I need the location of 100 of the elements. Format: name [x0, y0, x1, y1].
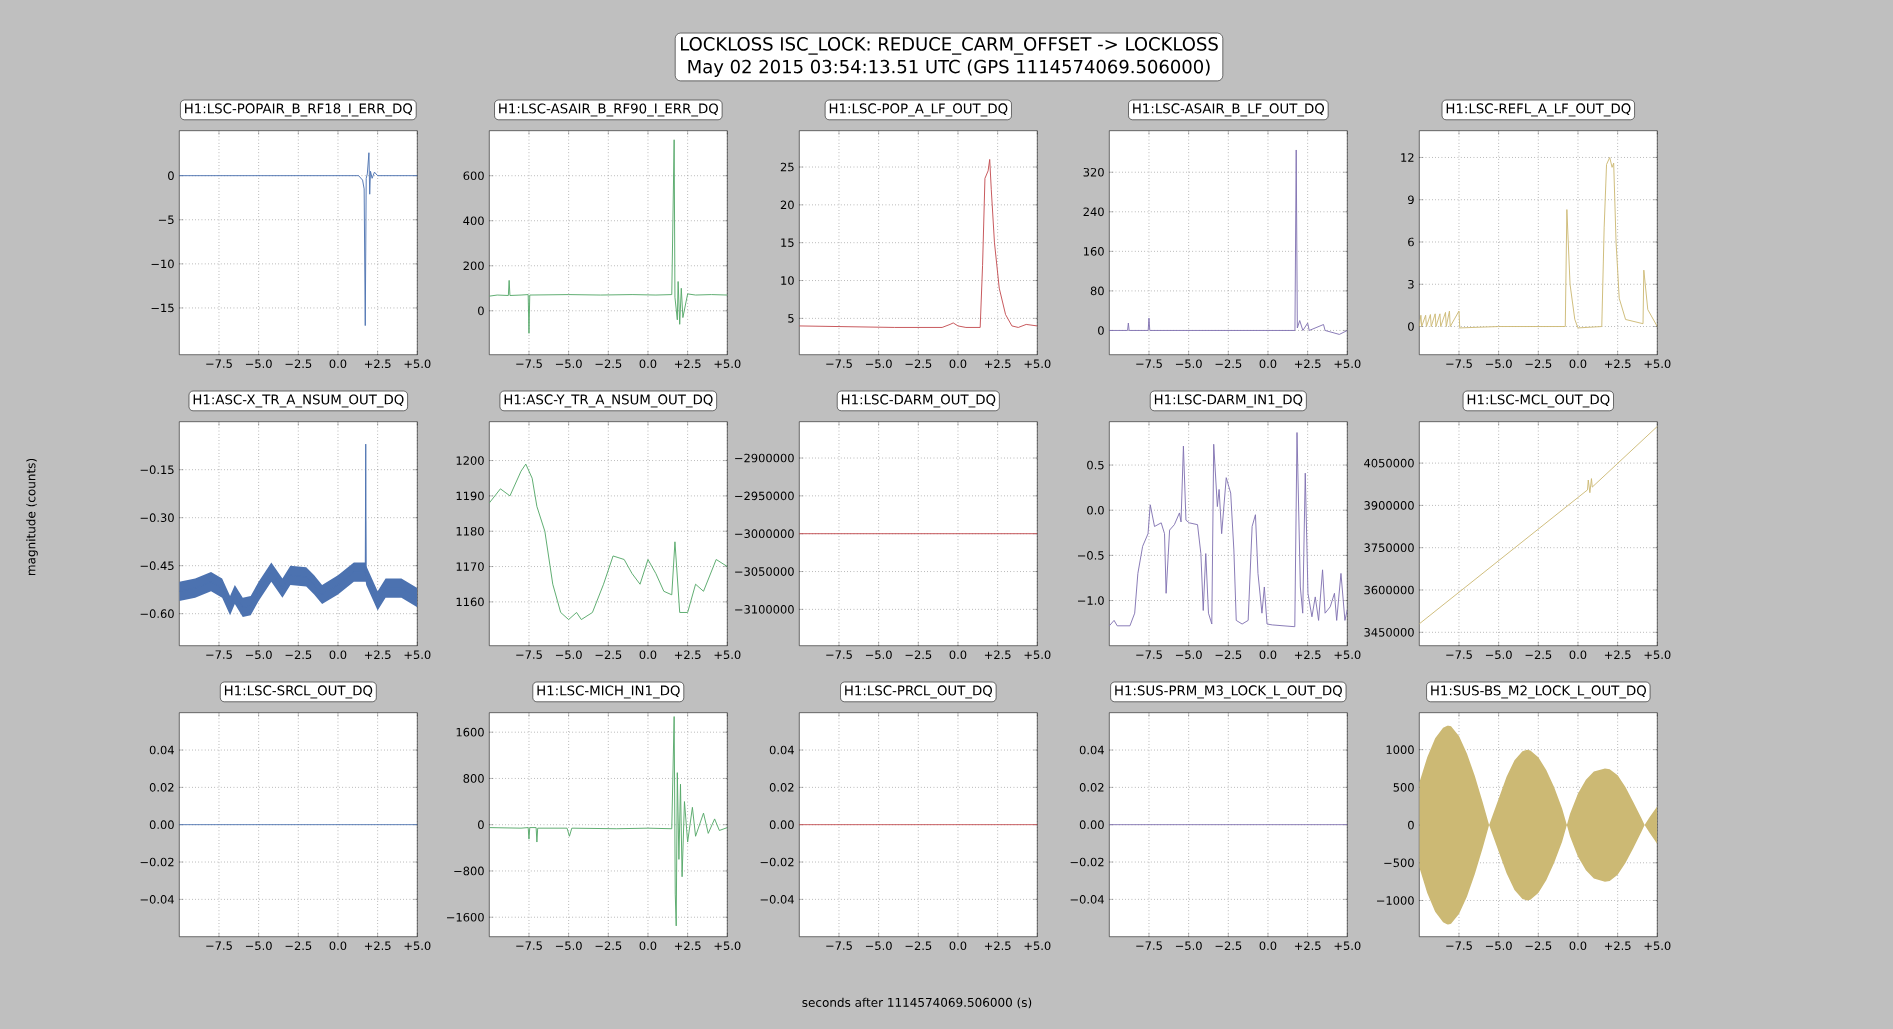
chart-title: H1:LSC-SRCL_OUT_DQ [224, 685, 373, 699]
x-tick-label: 0.0 [1259, 941, 1277, 951]
x-tick-label: −5.0 [245, 650, 272, 660]
y-tick-label: 0.00 [769, 820, 794, 830]
x-tick-label: 0.0 [329, 941, 347, 951]
y-tick-label: 3750000 [1364, 543, 1414, 553]
y-tick-label: 25 [780, 162, 794, 172]
y-tick-label: 4050000 [1364, 458, 1414, 468]
y-tick-label: −0.02 [140, 857, 174, 867]
y-tick-label: 200 [463, 261, 484, 271]
y-tick-label: 600 [463, 171, 484, 181]
x-tick-label: 0.0 [639, 941, 657, 951]
y-tick-label: 0.02 [1079, 783, 1104, 792]
x-tick-label: 0.0 [1569, 359, 1587, 369]
x-tick-label: +5.0 [404, 359, 431, 369]
chart-title: H1:LSC-POPAIR_B_RF18_I_ERR_DQ [185, 103, 413, 117]
x-tick-label: −7.5 [1446, 359, 1472, 368]
y-tick-label: −1000 [1377, 896, 1414, 905]
x-tick-label: −5.0 [1175, 359, 1202, 369]
x-tick-label: −5.0 [1175, 650, 1202, 660]
y-tick-label: 12 [1401, 153, 1414, 162]
y-tick-label: 0 [478, 820, 484, 830]
x-tick-label: −2.5 [1215, 359, 1242, 369]
y-tick-label: −1.0 [1077, 596, 1104, 605]
x-tick-label: +2.5 [674, 941, 701, 951]
x-tick-label: −2.5 [595, 359, 622, 369]
y-tick-label: 0 [1408, 820, 1414, 830]
y-tick-label: −3100000 [735, 605, 794, 614]
x-tick-label: 0.0 [329, 359, 347, 369]
x-tick-label: −5.0 [1485, 359, 1512, 369]
x-tick-label: +2.5 [1604, 359, 1631, 369]
y-tick-label: 0.0 [1087, 505, 1104, 515]
y-tick-label: 5 [788, 314, 794, 323]
y-tick-label: −3050000 [735, 567, 794, 576]
x-tick-label: +5.0 [1334, 650, 1361, 660]
x-tick-label: −7.5 [826, 941, 852, 950]
x-tick-label: −5.0 [555, 359, 582, 369]
y-tick-label: −500 [1384, 858, 1414, 868]
y-tick-label: 240 [1083, 207, 1104, 217]
y-tick-label: 20 [780, 200, 794, 210]
line-series [489, 139, 728, 334]
y-tick-label: 0 [1408, 322, 1414, 331]
x-tick-label: −7.5 [1136, 359, 1162, 368]
y-tick-label: −3000000 [735, 529, 794, 539]
y-tick-label: −2900000 [735, 453, 794, 463]
x-tick-label: −7.5 [1446, 941, 1472, 950]
x-tick-label: −5.0 [555, 650, 582, 660]
y-tick-label: −10 [151, 259, 174, 269]
text: LOCKLOSS ISC_LOCK: REDUCE_CARM_OFFSET -> LOCKLOSS [681, 37, 1218, 55]
y-tick-label: −0.04 [1070, 895, 1104, 904]
y-tick-label: 1180 [456, 526, 484, 536]
x-tick-label: −7.5 [206, 650, 232, 659]
y-tick-label: −0.45 [140, 561, 174, 571]
y-tick-label: 15 [781, 238, 794, 247]
x-tick-label: +2.5 [984, 359, 1011, 369]
y-tick-label: 1170 [456, 562, 484, 571]
chart-title: H1:LSC-ASAIR_B_RF90_I_ERR_DQ [499, 103, 718, 117]
y-tick-label: 0.04 [149, 745, 174, 755]
chart-title: H1:LSC-PRCL_OUT_DQ [845, 685, 993, 699]
y-tick-label: 1160 [456, 597, 484, 607]
x-tick-label: −2.5 [285, 650, 312, 660]
x-tick-label: +5.0 [1644, 359, 1671, 369]
x-tick-label: −5.0 [865, 941, 892, 951]
line-series [489, 716, 728, 927]
x-tick-label: −2.5 [905, 650, 932, 660]
x-tick-label: −7.5 [1136, 941, 1162, 950]
y-tick-label: −2950000 [735, 491, 794, 501]
x-tick-label: +2.5 [1294, 359, 1321, 369]
x-tick-label: −7.5 [826, 359, 852, 368]
x-tick-label: 0.0 [1259, 650, 1277, 660]
x-tick-label: −2.5 [285, 359, 312, 369]
chart-title: H1:LSC-ASAIR_B_LF_OUT_DQ [1133, 103, 1325, 117]
x-tick-label: +2.5 [1604, 941, 1631, 951]
x-tick-label: +2.5 [364, 650, 391, 660]
x-tick-label: +5.0 [1644, 650, 1671, 660]
x-tick-label: +2.5 [984, 650, 1011, 660]
x-tick-label: −7.5 [826, 650, 852, 659]
y-tick-label: 1600 [456, 727, 484, 737]
y-tick-label: 0 [168, 171, 174, 181]
x-tick-label: −7.5 [206, 359, 232, 368]
y-tick-label: −0.04 [140, 895, 174, 904]
x-tick-label: −2.5 [595, 941, 622, 951]
x-tick-label: +5.0 [714, 359, 741, 369]
x-tick-label: +2.5 [364, 359, 391, 369]
x-tick-label: −2.5 [1525, 359, 1552, 369]
x-tick-label: +2.5 [674, 359, 701, 369]
y-tick-label: 1190 [456, 491, 484, 501]
x-tick-label: −7.5 [1136, 650, 1162, 659]
x-tick-label: +5.0 [1334, 941, 1361, 951]
y-tick-label: 1200 [456, 456, 484, 465]
y-tick-label: 0.00 [1079, 820, 1104, 830]
y-tick-label: −15 [151, 303, 174, 313]
x-tick-label: +5.0 [1024, 941, 1051, 951]
y-tick-label: 0.04 [769, 745, 794, 755]
y-tick-label: −800 [454, 866, 484, 876]
x-tick-label: −5.0 [865, 359, 892, 369]
chart-title: H1:LSC-DARM_IN1_DQ [1154, 394, 1303, 408]
y-tick-label: 0.04 [1079, 745, 1104, 755]
text: May 02 2015 03:54:13.51 UTC (GPS 1114574069.506000) [688, 59, 1210, 77]
y-tick-label: 9 [1408, 195, 1414, 205]
